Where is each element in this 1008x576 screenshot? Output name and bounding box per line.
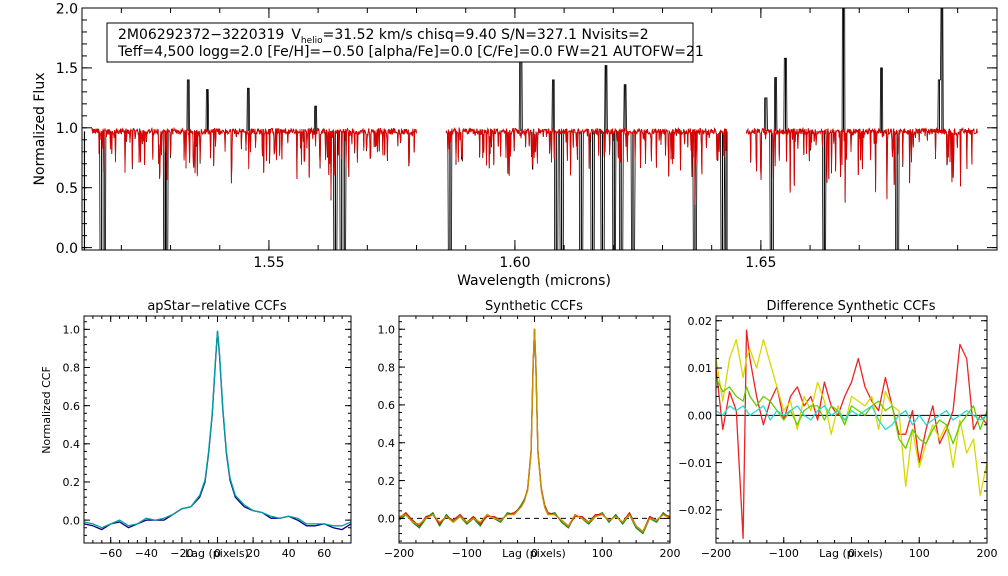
synthetic_ccf-ytick-label: 1.0	[378, 323, 396, 336]
apstar_ccf-ytick-label: 0.4	[63, 438, 81, 451]
diff_ccf-series-yellow	[715, 338, 988, 497]
synthetic-ccf-xlabel: Lag (pixels)	[502, 547, 566, 560]
apstar_ccf-ytick-label: 0.6	[63, 400, 81, 413]
info-line-1: 2M06292372−3220319 Vhelio=31.52 km/s chis…	[118, 27, 649, 46]
synthetic_ccf-xtick-label: 200	[660, 547, 681, 560]
apstar_ccf-ytick-label: 1.0	[63, 324, 81, 337]
spectrum-ytick-label: 1.5	[56, 61, 78, 77]
diff_ccf-series-red	[715, 329, 988, 539]
spectrum-xtick-label: 1.60	[499, 255, 530, 271]
apstar_ccf-ytick-label: 0.8	[63, 362, 81, 375]
synthetic-ccf-traces	[398, 328, 671, 535]
synthetic_ccf-xtick-label: 0	[531, 547, 538, 560]
synthetic-ccf-title: Synthetic CCFs	[485, 299, 583, 314]
diff_ccf-ytick-label: 0.00	[688, 409, 713, 422]
synthetic_ccf-series-visit-1	[398, 328, 671, 535]
synthetic_ccf-ytick-label: 0.2	[378, 475, 396, 488]
diff_ccf-ytick-label: −0.02	[678, 504, 712, 517]
synthetic_ccf-series-visit-3	[398, 328, 671, 533]
spectrum-observed-chip-1	[91, 79, 417, 251]
synthetic_ccf-ytick-label: 0.8	[378, 361, 396, 374]
synthetic_ccf-ytick-label: 0.4	[378, 437, 396, 450]
difference-ccf-title: Difference Synthetic CCFs	[766, 299, 935, 314]
synthetic-ccf-frame	[398, 315, 671, 544]
apstar_ccf-xtick-label: 40	[282, 547, 296, 560]
apstar-ccf-ylabel: Normalized CCF	[40, 366, 53, 454]
apstar_ccf-ytick-label: 0.2	[63, 476, 81, 489]
diff_ccf-xtick-label: 0	[848, 547, 855, 560]
synthetic_ccf-ytick-label: 0.0	[378, 513, 396, 526]
spectrum-xlabel: Wavelength (microns)	[457, 273, 611, 289]
spectrum-ticks: 1.55 1.60 1.65 0.0 0.5 1.0 1.5 2.0	[56, 1, 997, 271]
diff_ccf-series-cyan	[715, 405, 988, 431]
apstar_ccf-xtick-label: −40	[135, 547, 158, 560]
synthetic_ccf-series-visit-2	[398, 328, 671, 533]
difference-ccf-panel: Difference Synthetic CCFs −200 −100 0 100 20…	[678, 299, 997, 560]
apstar_ccf-series-visit-1	[83, 330, 352, 531]
spectrum-ytick-label: 0.5	[56, 181, 78, 197]
apstar_ccf-ytick-label: 0.0	[63, 514, 81, 527]
apstar_ccf-xtick-label: 20	[246, 547, 260, 560]
spectrum-frame	[81, 7, 998, 251]
diff_ccf-xtick-label: −200	[701, 547, 731, 560]
diff_ccf-series-green	[715, 377, 988, 450]
apstar-ccf-traces	[83, 330, 352, 531]
synthetic_ccf-xtick-label: 100	[592, 547, 613, 560]
apstar-ccf-xlabel: Lag (pixels)	[185, 547, 249, 560]
difference-ccf-ticks: −200 −100 0 100 200 −0.02 −0.01 0.00 0.01 0.02	[678, 315, 997, 560]
info-line-2: Teff=4,500 logg=2.0 [Fe/H]=−0.50 [alpha/…	[117, 44, 704, 60]
apstar-ccf-title: apStar−relative CCFs	[147, 299, 287, 314]
spectrum-ytick-label: 0.0	[56, 241, 78, 257]
spectrum-traces	[83, 7, 978, 251]
apstar_ccf-xtick-label: 60	[317, 547, 331, 560]
synthetic-ccf-panel: Synthetic CCFs −200 −100 0 100 200 0.0 0.2 0.4 0…	[378, 299, 681, 560]
difference-ccf-xlabel: Lag (pixels)	[819, 547, 883, 560]
spectrum-ylabel: Normalized Flux	[32, 73, 48, 186]
synthetic_ccf-xtick-label: −100	[452, 547, 482, 560]
spectrum-xtick-label: 1.55	[253, 255, 284, 271]
apstar-ccf-ticks: −60 −40 −20 0 20 40 60 0.0 0.2 0.4 0.6 0.8 1.0	[63, 316, 352, 560]
spectrum-observed-chip-2	[445, 53, 727, 251]
diff_ccf-ytick-label: 0.01	[688, 362, 713, 375]
difference-ccf-traces	[715, 329, 988, 539]
apstar-ccf-panel: apStar−relative CCFs −60 −40 −20 0 20 40 60 0.0…	[40, 299, 352, 560]
spectrum-ytick-label: 1.0	[56, 121, 78, 137]
info-box	[106, 22, 694, 63]
spectrum-panel: 1.55 1.60 1.65 0.0 0.5 1.0 1.5 2.0 2M06292372−3…	[32, 1, 998, 289]
synthetic_ccf-xtick-label: −200	[384, 547, 414, 560]
spectrum-model-chip-3	[745, 126, 978, 200]
synthetic-ccf-ticks: −200 −100 0 100 200 0.0 0.2 0.4 0.6 0.8 1.0	[378, 316, 681, 560]
diff_ccf-xtick-label: −100	[769, 547, 799, 560]
spectrum-observed-chip-3	[745, 7, 978, 251]
apstar-ccf-frame	[83, 315, 352, 544]
apstar_ccf-xtick-label: −60	[99, 547, 122, 560]
diff_ccf-xtick-label: 100	[909, 547, 930, 560]
spectrum-ytick-label: 2.0	[56, 1, 78, 17]
spectrum-model-chip-1	[91, 126, 417, 198]
apstar_ccf-xtick-label: −20	[170, 547, 193, 560]
apstar_ccf-xtick-label: 0	[214, 547, 221, 560]
diff_ccf-xtick-label: 200	[977, 547, 998, 560]
diff_ccf-ytick-label: 0.02	[688, 315, 713, 328]
diff_ccf-ytick-label: −0.01	[678, 457, 712, 470]
apstar_ccf-series-visit-2	[83, 330, 352, 529]
synthetic_ccf-ytick-label: 0.6	[378, 399, 396, 412]
spectrum-model-chip-2	[445, 126, 727, 205]
spectrum-xtick-label: 1.65	[745, 255, 776, 271]
